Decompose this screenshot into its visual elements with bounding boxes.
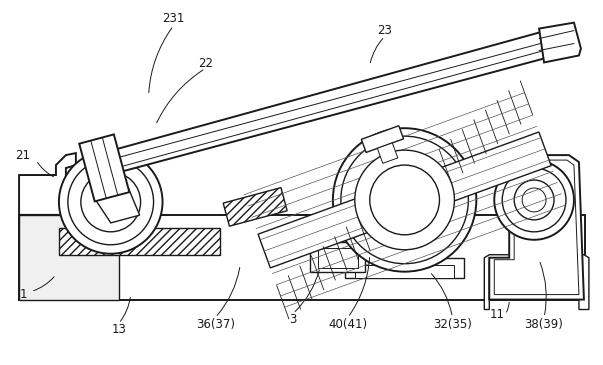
Bar	[345, 258, 464, 278]
Text: 21: 21	[16, 149, 31, 162]
Polygon shape	[106, 32, 554, 175]
Circle shape	[387, 182, 423, 218]
Circle shape	[394, 190, 415, 210]
Polygon shape	[79, 134, 129, 201]
Circle shape	[81, 172, 140, 232]
Text: 40(41): 40(41)	[328, 318, 367, 331]
Polygon shape	[93, 187, 140, 223]
Polygon shape	[494, 160, 579, 295]
Text: 231: 231	[162, 12, 185, 25]
Circle shape	[355, 150, 455, 250]
Text: 22: 22	[198, 57, 213, 70]
Polygon shape	[489, 155, 584, 300]
Bar	[310, 242, 365, 272]
Text: 36(37): 36(37)	[196, 318, 235, 331]
Circle shape	[59, 150, 163, 254]
Circle shape	[522, 188, 546, 212]
Circle shape	[341, 136, 469, 264]
Polygon shape	[484, 255, 589, 310]
Bar	[355, 265, 455, 278]
Circle shape	[514, 180, 554, 220]
Bar	[318, 248, 358, 268]
Circle shape	[370, 165, 440, 235]
Text: 11: 11	[490, 308, 505, 321]
Polygon shape	[361, 126, 403, 153]
Text: 13: 13	[112, 323, 126, 336]
Circle shape	[494, 160, 574, 240]
Text: 38(39): 38(39)	[525, 318, 564, 331]
Text: 1: 1	[19, 288, 27, 301]
Circle shape	[68, 159, 154, 245]
Circle shape	[333, 128, 476, 272]
Polygon shape	[258, 132, 551, 268]
Circle shape	[377, 172, 432, 228]
Bar	[19, 215, 119, 300]
Polygon shape	[19, 153, 76, 215]
Bar	[19, 215, 585, 300]
Polygon shape	[377, 143, 398, 164]
Polygon shape	[223, 188, 287, 226]
Polygon shape	[59, 228, 220, 255]
Circle shape	[502, 168, 566, 232]
Polygon shape	[539, 23, 581, 62]
Text: 3: 3	[289, 313, 297, 326]
Text: 32(35): 32(35)	[433, 318, 472, 331]
Text: 23: 23	[377, 24, 392, 37]
